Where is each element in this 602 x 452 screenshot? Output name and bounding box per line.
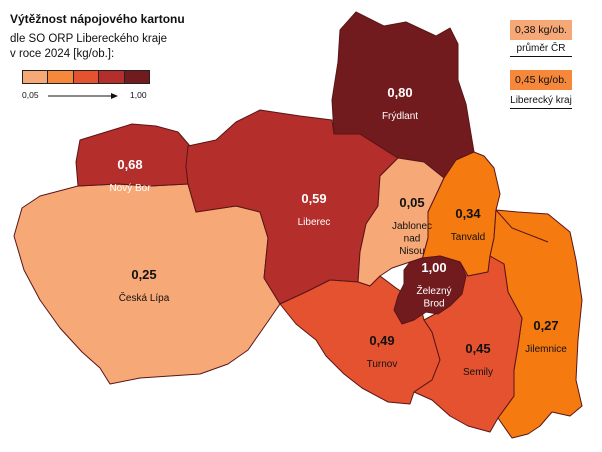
region-value-tanvald: 0,34 [455, 206, 481, 221]
map-subtitle-line1: dle SO ORP Libereckého kraje [10, 33, 168, 45]
cr-average-box: 0,38 kg/ob. [510, 20, 572, 40]
kraj-average-box: 0,45 kg/ob. [510, 70, 572, 90]
region-name-novy-bor: Nový Bor [109, 183, 151, 194]
region-value-jilemnice: 0,27 [533, 318, 558, 333]
region-name-jablonec-line3: Nisou [399, 246, 425, 257]
region-name-liberec: Liberec [298, 217, 331, 228]
region-name-tanvald: Tanvald [451, 232, 485, 243]
region-name-jilemnice: Jilemnice [525, 344, 567, 355]
legend-color-scale [22, 70, 151, 84]
legend-max-label: 1,00 [130, 90, 147, 100]
region-name-jablonec-line1: Jablonec [392, 221, 432, 232]
map-subtitle-line2: v roce 2024 [kg/ob.]: [10, 48, 115, 60]
inner-boundary-tanvald-jilemnice [495, 209, 549, 243]
region-name-frydlant: Frýdlant [382, 111, 418, 122]
kraj-average-label: Liberecký kraj [510, 95, 572, 109]
region-name-zelezny-brod-line1: Železný [416, 284, 451, 297]
region-novy-bor[interactable] [75, 123, 191, 187]
region-value-frydlant: 0,80 [387, 85, 412, 100]
legend-min-label: 0,05 [22, 90, 39, 100]
region-value-jablonec: 0,05 [399, 195, 424, 210]
region-name-zelezny-brod-line2: Brod [423, 299, 444, 310]
region-ceska-lipa[interactable] [13, 183, 281, 385]
region-name-jablonec-line2: nad [404, 234, 421, 245]
legend-arrow-icon [48, 93, 118, 99]
region-value-turnov: 0,49 [369, 333, 394, 348]
region-value-semily: 0,45 [465, 341, 490, 356]
legend-swatch-5 [123, 70, 151, 84]
map-title: Výtěžnost nápojového kartonu [10, 12, 185, 26]
region-value-ceska-lipa: 0,25 [131, 267, 156, 282]
region-zelezny-brod[interactable] [393, 255, 467, 325]
region-name-turnov: Turnov [367, 359, 398, 370]
kraj-average-value: 0,45 kg/ob. [515, 74, 567, 86]
cr-average-value: 0,38 kg/ob. [515, 24, 567, 36]
region-value-liberec: 0,59 [301, 191, 326, 206]
region-name-ceska-lipa: Česká Lípa [119, 291, 170, 304]
cr-average-label: průměr ČR [510, 43, 572, 57]
region-value-zelezny-brod: 1,00 [421, 260, 446, 275]
region-name-semily: Semily [463, 367, 493, 378]
region-value-novy-bor: 0,68 [117, 157, 142, 172]
region-semily[interactable] [413, 255, 523, 433]
